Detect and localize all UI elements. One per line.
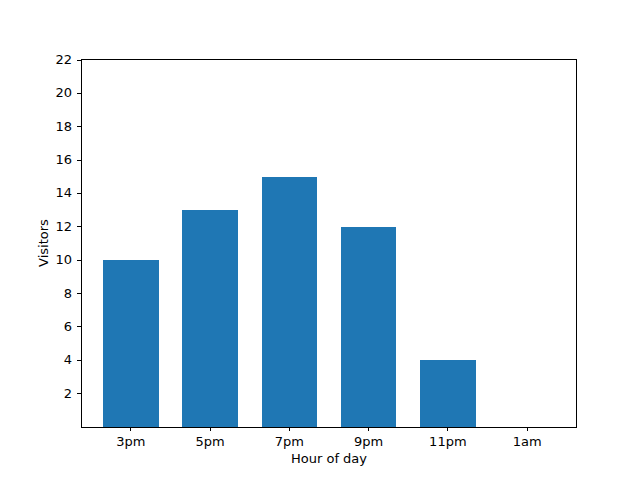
- y-tick-label: 6: [20, 320, 72, 334]
- y-tick-mark: [77, 93, 82, 94]
- bar-3pm: [103, 260, 158, 427]
- y-tick-label: 8: [20, 287, 72, 301]
- x-tick-label: 7pm: [254, 435, 324, 449]
- x-tick-mark: [527, 427, 528, 431]
- x-tick-mark: [130, 427, 131, 431]
- y-tick-label: 4: [20, 353, 72, 367]
- bar-7pm: [262, 177, 317, 427]
- y-tick-mark: [77, 360, 82, 361]
- y-tick-mark: [77, 326, 82, 327]
- y-tick-label: 16: [20, 153, 72, 167]
- bar-5pm: [182, 210, 237, 427]
- y-tick-label: 20: [20, 86, 72, 100]
- x-tick-label: 5pm: [175, 435, 245, 449]
- y-tick-label: 14: [20, 186, 72, 200]
- plot-area: 2468101214161820223pm5pm7pm9pm11pm1am: [81, 59, 577, 428]
- x-tick-mark: [447, 427, 448, 431]
- bar-11pm: [420, 360, 475, 427]
- y-tick-mark: [77, 293, 82, 294]
- bar-9pm: [341, 227, 396, 427]
- y-tick-mark: [77, 226, 82, 227]
- x-tick-label: 1am: [492, 435, 562, 449]
- x-tick-mark: [289, 427, 290, 431]
- x-axis-label: Hour of day: [291, 451, 367, 466]
- matplotlib-figure: 2468101214161820223pm5pm7pm9pm11pm1am Vi…: [0, 0, 640, 480]
- y-tick-mark: [77, 393, 82, 394]
- y-tick-label: 22: [20, 53, 72, 67]
- y-tick-mark: [77, 260, 82, 261]
- x-tick-label: 3pm: [96, 435, 166, 449]
- x-tick-label: 11pm: [413, 435, 483, 449]
- y-tick-mark: [77, 193, 82, 194]
- y-tick-label: 18: [20, 120, 72, 134]
- y-tick-label: 2: [20, 387, 72, 401]
- y-axis-label: Visitors: [36, 219, 51, 267]
- x-tick-mark: [368, 427, 369, 431]
- x-tick-mark: [210, 427, 211, 431]
- y-tick-mark: [77, 60, 82, 61]
- y-tick-mark: [77, 160, 82, 161]
- x-tick-label: 9pm: [334, 435, 404, 449]
- y-tick-mark: [77, 126, 82, 127]
